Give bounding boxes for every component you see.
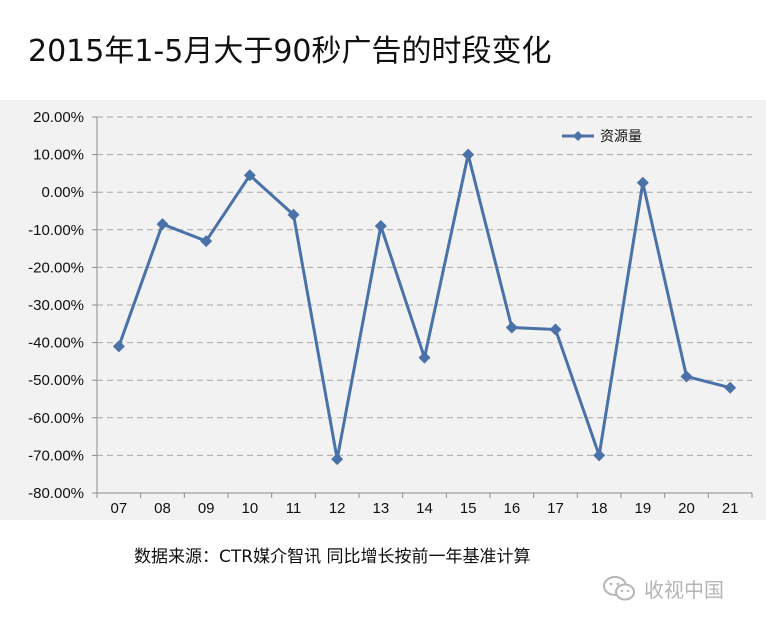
x-tick-label: 19 — [634, 500, 651, 517]
data-point — [112, 340, 125, 353]
data-point — [243, 169, 256, 182]
source-note: 数据来源：CTR媒介智讯 同比增长按前一年基准计算 — [134, 547, 531, 567]
chart-area: 20.00% 10.00% 0.00% -10.00% -20.00% -30.00% -4… — [0, 100, 766, 520]
series-line — [117, 153, 731, 461]
data-point — [156, 218, 169, 231]
x-tick-label: 20 — [678, 500, 695, 517]
wechat-icon — [603, 575, 635, 600]
x-tick-label: 21 — [722, 500, 739, 517]
x-tick-label: 17 — [547, 500, 564, 517]
legend: 资源量 — [562, 129, 642, 145]
line-chart: 20.00% 10.00% 0.00% -10.00% -20.00% -30.00% -4… — [28, 109, 753, 517]
x-tick-label: 07 — [110, 500, 127, 517]
data-point — [593, 449, 606, 462]
x-tick-label: 08 — [154, 500, 171, 517]
legend-label: 资源量 — [600, 129, 642, 145]
x-tick-label: 09 — [198, 500, 215, 517]
data-point — [636, 176, 649, 189]
data-point — [287, 208, 300, 221]
data-point — [505, 321, 518, 334]
y-tick-label: -20.00% — [28, 259, 84, 276]
x-tick-labels: 07 08 09 10 11 12 13 14 15 16 17 18 19 20 21 — [110, 500, 738, 517]
x-tick-label: 13 — [372, 500, 389, 517]
y-tick-label: 0.00% — [41, 184, 84, 201]
y-tick-label: 10.00% — [33, 147, 84, 164]
axes — [92, 116, 753, 498]
y-tick-label: -40.00% — [28, 335, 84, 352]
y-tick-label: -80.00% — [28, 485, 84, 502]
x-tick-label: 11 — [286, 500, 302, 517]
x-tick-label: 10 — [241, 500, 258, 517]
data-point — [331, 453, 344, 466]
x-tick-label: 16 — [503, 500, 520, 517]
x-tick-label: 12 — [329, 500, 346, 517]
data-point — [549, 323, 562, 336]
x-tick-label: 15 — [460, 500, 477, 517]
data-point — [374, 220, 387, 233]
y-tick-label: -60.00% — [28, 410, 84, 427]
y-tick-label: 20.00% — [33, 109, 84, 126]
y-tick-label: -70.00% — [28, 447, 84, 464]
x-tick-label: 14 — [416, 500, 433, 517]
data-point — [462, 148, 475, 161]
y-tick-label: -10.00% — [28, 222, 84, 239]
x-tick-label: 18 — [591, 500, 608, 517]
y-tick-labels: 20.00% 10.00% 0.00% -10.00% -20.00% -30.00% -4… — [28, 109, 84, 502]
gridlines — [97, 116, 752, 456]
y-tick-label: -50.00% — [28, 372, 84, 389]
watermark-text: 收视中国 — [644, 578, 724, 602]
watermark: 收视中国 — [602, 574, 724, 603]
legend-marker — [573, 131, 583, 141]
data-point — [680, 370, 693, 383]
chart-title: 2015年1-5月大于90秒广告的时段变化 — [28, 34, 552, 69]
y-tick-label: -30.00% — [28, 297, 84, 314]
data-point — [418, 351, 431, 364]
series-layer — [112, 148, 737, 466]
data-point — [724, 381, 737, 394]
data-point — [200, 235, 213, 248]
